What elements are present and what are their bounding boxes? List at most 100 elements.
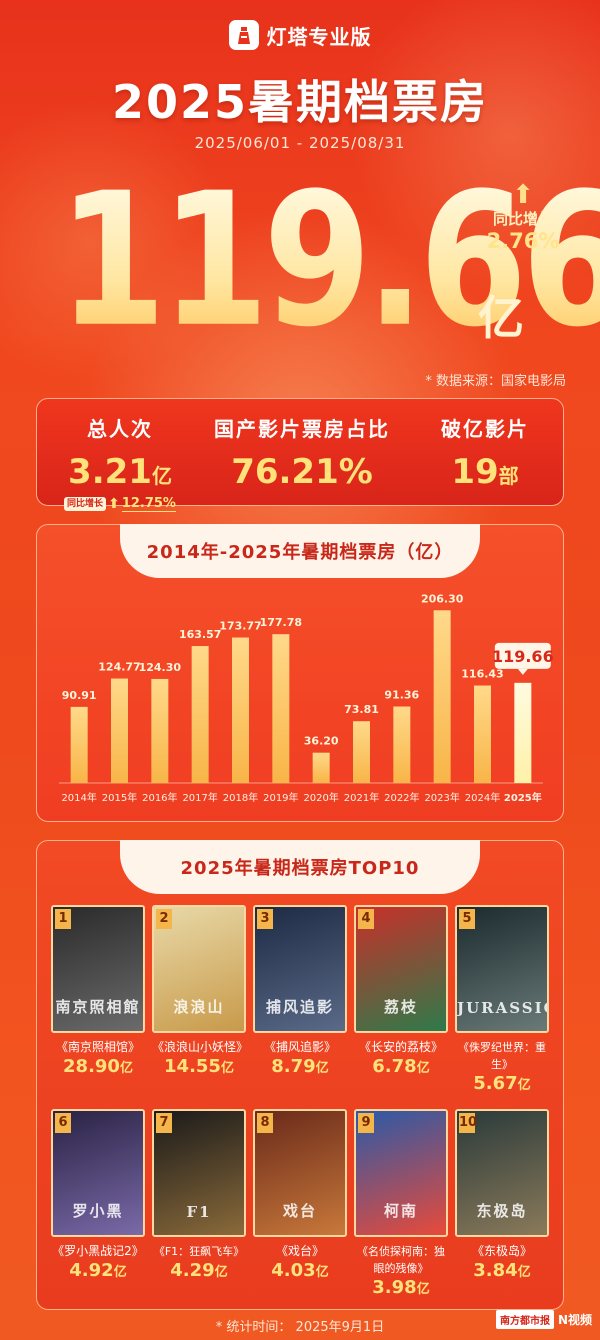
movie-gross-unit: 亿: [113, 1265, 127, 1280]
movie-gross: 4.92亿: [51, 1260, 145, 1281]
movie-poster: 浪浪山 2: [152, 905, 246, 1033]
movie-item: 捕风追影 3 《捕风追影》 8.79亿: [253, 905, 347, 1077]
bar-2024年: [474, 685, 491, 783]
billion-films-number: 19: [451, 452, 499, 492]
movie-item: 荔枝 4 《长安的荔枝》 6.78亿: [354, 905, 448, 1077]
stat-admissions: 总人次 3.21亿 同比增长 ⬆ 12.75%: [55, 413, 185, 532]
highlight-label-bg: [494, 642, 551, 669]
bar-2022年: [393, 706, 411, 783]
bar-2017年: [191, 646, 209, 783]
movie-poster: 南京照相館 1: [51, 905, 145, 1033]
top10-card: 2025年暑期档票房TOP10 南京照相館 1 《南京照相馆》 28.90亿 浪浪山 2 《…: [36, 840, 564, 1310]
admissions-growth-value: 12.75%: [121, 496, 176, 512]
value-label-2020年: 36.20: [304, 735, 339, 748]
value-label-2024年: 116.43: [461, 668, 503, 681]
highlight-label-pointer: [517, 668, 528, 675]
movie-gross-number: 4.29: [170, 1260, 215, 1281]
value-label-2014年: 90.91: [62, 689, 97, 702]
value-label-2015年: 124.77: [98, 661, 140, 674]
movie-item: 东极岛 10 《东极岛》 3.84亿: [455, 1109, 549, 1281]
header: 灯塔专业版 2025暑期档票房 2025/06/01 - 2025/08/31: [0, 18, 600, 152]
poster-title-art: 罗小黑: [72, 1202, 124, 1220]
movie-gross-number: 6.78: [372, 1056, 417, 1077]
movie-poster: 柯南 9: [354, 1109, 448, 1237]
movie-title: 《浪浪山小妖怪》: [152, 1040, 249, 1054]
movie-gross: 5.67亿: [455, 1073, 549, 1094]
nvideo-logo: N视频: [557, 1313, 592, 1327]
movie-poster: 东极岛 10: [455, 1109, 549, 1237]
movie-gross: 3.84亿: [455, 1260, 549, 1281]
poster-title-art: 荔枝: [383, 998, 418, 1016]
growth-box: ⬆ 同比增长 2.76%: [478, 182, 568, 253]
rank-badge: 7: [156, 1113, 172, 1133]
movie-title: 《捕风追影》: [263, 1040, 336, 1054]
total-box-office-unit: 亿: [478, 291, 524, 345]
highlight-label-box: 119.66: [492, 642, 554, 675]
rank-badge: 9: [358, 1113, 374, 1133]
movie-gross-number: 3.84: [473, 1260, 518, 1281]
movie-poster: JURASSIC 5: [455, 905, 549, 1033]
x-tick-label-2017年: 2017年: [182, 791, 217, 804]
stat-domestic-share: 国产影片票房占比 76.21%: [197, 413, 407, 492]
value-label-2018年: 173.77: [219, 620, 261, 633]
value-label-2023年: 206.30: [421, 592, 464, 605]
rank-badge: 6: [55, 1113, 71, 1133]
value-label-2016年: 124.30: [139, 661, 182, 674]
rank-badge: 5: [459, 909, 475, 929]
poster-title-art: 东极岛: [476, 1202, 528, 1220]
movie-title: 《名侦探柯南：独眼的残像》: [357, 1245, 445, 1275]
movie-gross: 28.90亿: [51, 1056, 145, 1077]
movie-title: 《戏台》: [275, 1244, 324, 1258]
movie-item: JURASSIC 5 《侏罗纪世界：重生》 5.67亿: [455, 905, 549, 1094]
x-tick-label-2018年: 2018年: [223, 791, 258, 804]
movie-gross-unit: 亿: [517, 1078, 531, 1093]
movie-gross-number: 4.03: [271, 1260, 316, 1281]
poster-title-art: 捕风追影: [265, 998, 334, 1016]
growth-label: 同比增长: [492, 210, 553, 228]
movie-item: 戏台 8 《戏台》 4.03亿: [253, 1109, 347, 1281]
admissions-number: 3.21: [68, 452, 152, 492]
bar-2016年: [151, 678, 169, 783]
movie-gross-unit: 亿: [416, 1061, 430, 1076]
movie-poster: 罗小黑 6: [51, 1109, 145, 1237]
poster-title-art: 南京照相館: [55, 998, 141, 1016]
movie-title: 《南京照相馆》: [55, 1040, 140, 1054]
movie-gross-unit: 亿: [220, 1061, 234, 1076]
movie-item: 浪浪山 2 《浪浪山小妖怪》 14.55亿: [152, 905, 249, 1077]
movie-gross: 4.03亿: [253, 1260, 347, 1281]
rank-badge: 2: [156, 909, 172, 929]
nandu-logo: 南方都市报: [495, 1310, 554, 1329]
history-bar-chart: 90.91 2014年 124.77 2015年 124.30 2016年 163.57 20…: [59, 592, 554, 804]
admissions-unit: 亿: [151, 464, 172, 488]
movie-title: 《东极岛》: [471, 1244, 532, 1258]
page-title: 2025暑期档票房: [111, 75, 489, 129]
movie-poster: F1 7: [152, 1109, 246, 1237]
stat-time: * 统计时间： 2025年9月1日: [215, 1320, 385, 1335]
bar-2021年: [353, 721, 370, 783]
poster-title-art: JURASSIC: [457, 999, 549, 1017]
date-range: 2025/06/01 - 2025/08/31: [194, 134, 406, 152]
value-label-2025年: 119.66: [492, 647, 554, 666]
data-source: * 数据来源：国家电影局: [425, 374, 566, 389]
value-label-2021年: 73.81: [344, 703, 379, 716]
bar-2018年: [232, 637, 249, 783]
movie-title: 《罗小黑战记2》: [52, 1244, 144, 1258]
movie-gross-unit: 亿: [416, 1282, 430, 1297]
movie-title: 《侏罗纪世界：重生》: [458, 1041, 546, 1071]
stat-billion-films-value: 19部: [425, 452, 545, 492]
movie-gross-number: 14.55: [164, 1056, 221, 1077]
bar-2015年: [111, 678, 128, 783]
movie-poster: 戏台 8: [253, 1109, 347, 1237]
x-tick-label-2020年: 2020年: [303, 791, 338, 804]
movie-gross-unit: 亿: [119, 1061, 133, 1076]
x-tick-label-2019年: 2019年: [263, 791, 298, 804]
x-tick-label-2016年: 2016年: [142, 791, 177, 804]
movie-item: 罗小黑 6 《罗小黑战记2》 4.92亿: [51, 1109, 145, 1281]
movie-gross-number: 4.92: [69, 1260, 114, 1281]
stat-admissions-label: 总人次: [87, 417, 153, 441]
movie-gross: 6.78亿: [354, 1056, 448, 1077]
movie-gross-number: 8.79: [271, 1056, 316, 1077]
stat-domestic-share-label: 国产影片票房占比: [214, 417, 390, 441]
movie-gross-number: 28.90: [63, 1056, 120, 1077]
rank-badge: 8: [257, 1113, 273, 1133]
